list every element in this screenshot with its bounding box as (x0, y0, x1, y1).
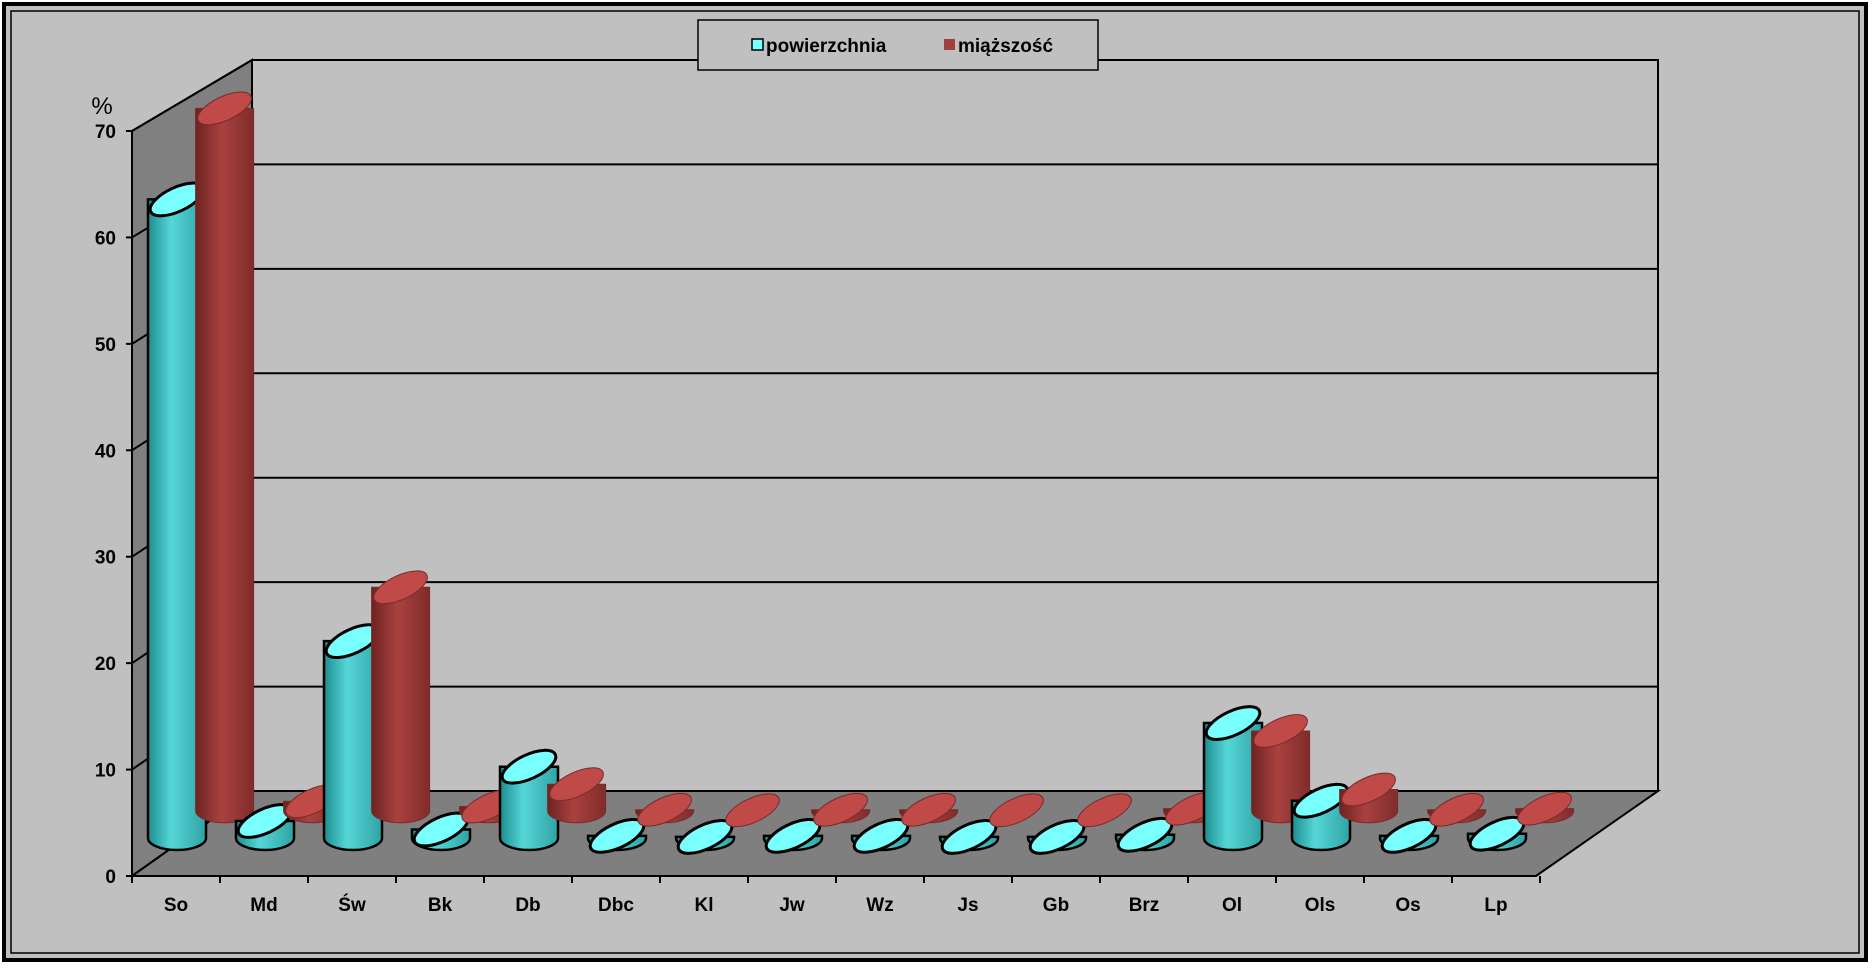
x-tick-label: Ol (1222, 895, 1242, 916)
x-tick-label: So (164, 895, 188, 916)
bar-top (373, 570, 428, 605)
x-tick-label: Md (250, 895, 277, 916)
bar-top (1253, 714, 1308, 748)
bar-top (1292, 782, 1350, 819)
bar-powierzchnia-Jw (762, 817, 824, 854)
y-tick-label: 70 (95, 122, 116, 143)
bar-body (146, 198, 208, 852)
bar-miszo-Db (547, 767, 607, 824)
y-tick-label: 40 (95, 441, 116, 462)
bar-body (371, 586, 431, 824)
bar-miszo-Lp (1515, 791, 1575, 826)
x-tick-label: Gb (1043, 895, 1069, 916)
y-tick-label: 60 (95, 228, 116, 249)
legend-label-0: powierzchnia (766, 36, 887, 57)
bar-top (1429, 792, 1484, 827)
gridline-side (131, 59, 253, 132)
x-tick-label: Jw (779, 895, 805, 916)
x-tick-label: Brz (1129, 895, 1160, 916)
bar-miszo-Gb (1077, 793, 1132, 828)
bar-body (1202, 721, 1264, 852)
bar-top (901, 792, 956, 827)
legend-swatch-0 (751, 38, 764, 51)
y-axis-label: % (91, 93, 112, 120)
x-tick-label: Bk (428, 895, 453, 916)
x-tick-label: Dbc (598, 895, 634, 916)
bar-body (498, 765, 560, 852)
bar-powierzchnia-Md (234, 803, 296, 852)
back-wall (251, 59, 1659, 792)
bar-powierzchnia-Js (938, 819, 1000, 855)
bar-top (1517, 791, 1572, 826)
bar-miszo-Os (1427, 792, 1487, 827)
y-tick-label: 10 (95, 761, 116, 782)
bar-top (500, 748, 558, 785)
y-tick-label: 50 (95, 335, 116, 356)
bar-top (549, 767, 604, 802)
x-tick-label: Ols (1305, 895, 1336, 916)
bar-powierzchnia-So (146, 181, 208, 852)
bar-miszo-Js (989, 793, 1044, 828)
bar-miszo-Dbc (635, 792, 695, 827)
bar-powierzchnia-Bk (410, 811, 472, 852)
bar-top (1077, 793, 1132, 828)
bar-powierzchnia-Ols (1290, 782, 1352, 852)
y-tick-label: 0 (105, 867, 116, 888)
bar-powierzchnia-Ol (1202, 705, 1264, 852)
bar-powierzchnia-Db (498, 748, 560, 852)
bar-top (1204, 705, 1262, 741)
bar-body (322, 639, 384, 852)
bar-top (989, 793, 1044, 828)
legend-box (697, 19, 1099, 71)
bar-powierzchnia-Os (1378, 817, 1440, 854)
legend-label-1: miąższość (958, 36, 1053, 57)
legend-swatch-1 (944, 39, 955, 50)
bar-miszo-Ols (1339, 772, 1399, 824)
x-tick-label: Lp (1484, 895, 1507, 916)
bar-top (813, 792, 868, 827)
bar-body (195, 107, 255, 824)
y-tick-label: 30 (95, 548, 116, 569)
x-tick-label: Wz (866, 895, 893, 916)
bar-powierzchnia-Brz (1114, 816, 1176, 853)
bar-miszo-Jw (811, 792, 871, 827)
bar-powierzchnia-Dbc (586, 817, 648, 854)
x-tick-label: Św (338, 894, 366, 916)
x-tick-label: Db (515, 895, 540, 916)
bar-miszo-Kl (725, 793, 780, 828)
x-tick-label: Os (1395, 895, 1420, 916)
bar-powierzchnia-Św (322, 623, 384, 852)
chart-inner-border (10, 10, 1860, 954)
bar-top (1341, 772, 1396, 807)
y-tick-label: 20 (95, 654, 116, 675)
bar-powierzchnia-Wz (850, 817, 912, 854)
bar-top (637, 792, 692, 827)
bar-top (725, 793, 780, 828)
bar-miszo-Wz (899, 792, 959, 827)
x-tick-label: Kl (695, 895, 714, 916)
x-tick-label: Js (957, 895, 978, 916)
bar-miszo-Św (371, 570, 431, 824)
bar-miszo-So (195, 91, 255, 824)
bar-top (197, 91, 252, 126)
